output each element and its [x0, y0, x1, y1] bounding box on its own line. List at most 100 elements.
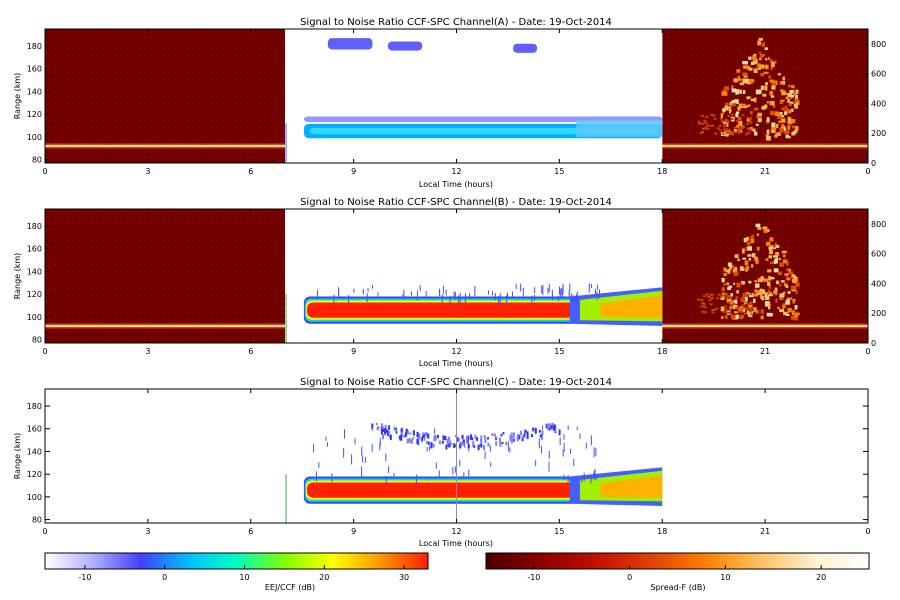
panel-c-xtick-label-3: 9 [351, 527, 356, 536]
panel-b-xtick-label-0: 0 [42, 347, 47, 356]
panel-b-ticks: 0 3 6 9 12 15 18 21 0801001201401601800200400600… [27, 209, 886, 356]
panel-a-xtick-label-1: 3 [145, 167, 150, 176]
colorbar-eej-tick-label-1: 0 [162, 573, 167, 582]
panel-c-image [285, 393, 663, 523]
panel-a-upper-echo-1 [387, 41, 423, 51]
panel-c-xtick-label-8: 0 [865, 527, 870, 536]
panel-c-xtick-label-0: 0 [42, 527, 47, 536]
panel-b-spreadf-layer-core-1 [662, 324, 868, 327]
panel-a-xtick-label-8: 0 [865, 167, 870, 176]
panel-b-image [45, 209, 868, 343]
panel-c-ytick-label-4: 160 [27, 425, 42, 434]
panel-a-eej-window [285, 29, 663, 163]
colorbar-spreadf-label: Spread-F (dB) [650, 583, 705, 592]
panel-c-ytick-label-1: 100 [27, 493, 42, 502]
panel-a-xtick-label-3: 9 [351, 167, 356, 176]
panel-a-upper-echo-0 [327, 38, 373, 50]
panel-b-spreadf-layer-core-0 [45, 324, 286, 327]
panel-b-ytick-label-3: 140 [27, 267, 42, 276]
panel-a-upper-echo-2 [513, 43, 538, 53]
panel-a-y2tick-label-4: 800 [871, 40, 886, 49]
panel-a-ylabel: Range (km) [13, 73, 22, 120]
panel-c-xtick-label-4: 12 [451, 527, 461, 536]
panel-a-spreadf-layer-core-1 [662, 144, 868, 147]
panel-b-ytick-label-4: 160 [27, 245, 42, 254]
panel-a-xtick-label-2: 6 [248, 167, 253, 176]
panel-c-ytick-label-5: 180 [27, 402, 42, 411]
panel-a-eej-upper [303, 116, 663, 123]
colorbar-eej-label: EEJ/CCF (dB) [265, 583, 315, 592]
panel-c: Signal to Noise Ratio CCF-SPC Channel(C)… [13, 377, 871, 548]
panel-b-y2tick-label-0: 0 [871, 339, 876, 348]
panel-b-xtick-label-6: 18 [657, 347, 667, 356]
colorbar-eej: -10 0 10 20 30 EEJ/CCF (dB) [44, 552, 429, 592]
colorbar-spreadf-bar [485, 552, 870, 570]
panel-a-eej-tail [576, 119, 663, 137]
panel-c-ylabel: Range (km) [13, 433, 22, 480]
panel-a-spreadf-region-0 [45, 29, 286, 163]
panel-b-spreadf-plume [696, 223, 800, 321]
panel-c-xtick-label-5: 15 [554, 527, 564, 536]
panel-b-ylabel: Range (km) [13, 253, 22, 300]
panel-c-ytick-label-0: 80 [32, 516, 42, 525]
panel-a-xtick-label-4: 12 [451, 167, 461, 176]
colorbar-eej-tick-label-4: 30 [399, 573, 409, 582]
panel-b-xtick-label-1: 3 [145, 347, 150, 356]
colorbar-eej-bar [44, 552, 429, 570]
panel-b-y2tick-label-4: 800 [871, 220, 886, 229]
panel-b-title: Signal to Noise Ratio CCF-SPC Channel(B)… [300, 197, 612, 208]
panel-c-eej-layer [303, 467, 663, 506]
panel-c-xlabel: Local Time (hours) [419, 539, 493, 548]
panel-a-xtick-label-7: 21 [760, 167, 770, 176]
panel-a-y2tick-label-1: 200 [871, 129, 886, 138]
panel-b-streaks [316, 283, 601, 307]
panel-a-ytick-label-4: 160 [27, 65, 42, 74]
panel-a-ytick-label-1: 100 [27, 133, 42, 142]
colorbar-eej-tick-label-0: -10 [78, 573, 91, 582]
panel-b-y2tick-label-3: 600 [871, 250, 886, 259]
panel-a-y2tick-label-0: 0 [871, 159, 876, 168]
panel-b-y2tick-label-2: 400 [871, 279, 886, 288]
panel-c-xtick-label-6: 18 [657, 527, 667, 536]
panel-a-xtick-label-6: 18 [657, 167, 667, 176]
colorbar-spreadf: -10 0 10 20 Spread-F (dB) [485, 552, 870, 592]
panel-b-eej-layer [303, 287, 663, 326]
panel-a-image [45, 29, 868, 163]
panel-c-xtick-label-1: 3 [145, 527, 150, 536]
panel-a-eej-core [309, 127, 659, 135]
panel-a-ytick-label-3: 140 [27, 87, 42, 96]
panel-a-spreadf-layer-core-0 [45, 144, 286, 147]
panel-a: Signal to Noise Ratio CCF-SPC Channel(A)… [13, 17, 886, 189]
colorbar-spreadf-tick-label-0: -10 [527, 573, 540, 582]
panel-c-xtick-label-2: 6 [248, 527, 253, 536]
panel-a-title: Signal to Noise Ratio CCF-SPC Channel(A)… [300, 17, 612, 28]
panel-a-spreadf-plume [697, 37, 800, 141]
colorbar-spreadf-tick-label-1: 0 [627, 573, 632, 582]
panel-b-y2tick-label-1: 200 [871, 309, 886, 318]
colorbar-eej-tick-label-3: 20 [319, 573, 329, 582]
colorbar-spreadf-tick-label-2: 10 [720, 573, 730, 582]
panel-a-ytick-label-5: 180 [27, 42, 42, 51]
panel-b-xlabel: Local Time (hours) [419, 359, 493, 368]
panel-b-ytick-label-1: 100 [27, 313, 42, 322]
panel-a-y2tick-label-3: 600 [871, 70, 886, 79]
panel-b-xtick-label-4: 12 [451, 347, 461, 356]
panel-c-title: Signal to Noise Ratio CCF-SPC Channel(C)… [300, 377, 612, 388]
colorbar-eej-tick-label-2: 10 [239, 573, 249, 582]
colorbar-spreadf-tick-label-3: 20 [816, 573, 826, 582]
panel-b-spreadf-region-0 [45, 209, 286, 343]
panel-a-ytick-label-0: 80 [32, 156, 42, 165]
panel-a-xtick-label-0: 0 [42, 167, 47, 176]
panel-b-ytick-label-2: 120 [27, 290, 42, 299]
panel-b-xtick-label-3: 9 [351, 347, 356, 356]
panel-c-streaks [313, 425, 597, 484]
panel-b-xtick-label-7: 21 [760, 347, 770, 356]
panel-c-xtick-label-7: 21 [760, 527, 770, 536]
panel-a-y2tick-label-2: 400 [871, 99, 886, 108]
panel-a-xlabel: Local Time (hours) [419, 180, 493, 189]
panel-b-ytick-label-0: 80 [32, 336, 42, 345]
panel-b-ytick-label-5: 180 [27, 222, 42, 231]
panel-a-xtick-label-5: 15 [554, 167, 564, 176]
